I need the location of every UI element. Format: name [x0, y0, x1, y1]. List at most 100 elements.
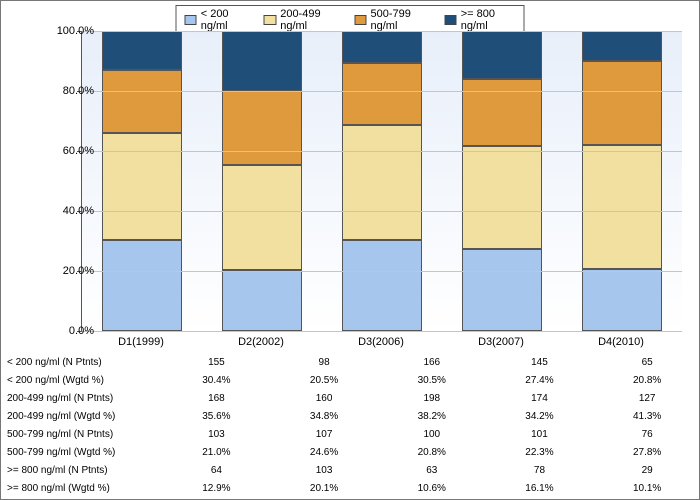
bar-segment — [222, 165, 302, 269]
row-label: 500-799 ng/ml (Wgtd %) — [1, 447, 163, 458]
row-cell: 64 — [176, 465, 256, 476]
bar — [342, 31, 422, 331]
bar-segment — [462, 146, 542, 249]
x-axis-label: D3(2007) — [461, 336, 541, 348]
bar — [222, 31, 302, 331]
x-axis-label: D3(2006) — [341, 336, 421, 348]
row-cell: 20.1% — [284, 483, 364, 494]
row-cell: 38.2% — [392, 411, 472, 422]
table-row: < 200 ng/ml (Wgtd %)30.4%20.5%30.5%27.4%… — [1, 371, 700, 389]
bars-group — [82, 31, 682, 331]
table-row: 200-499 ng/ml (N Ptnts) 168 160 198 174 127 — [1, 389, 700, 407]
y-axis-label: 80.0% — [34, 85, 94, 97]
row-cells: 64 103 63 78 29 — [163, 465, 700, 476]
y-axis-label: 60.0% — [34, 145, 94, 157]
row-cell: 174 — [499, 393, 579, 404]
row-cell: 160 — [284, 393, 364, 404]
table-row: 500-799 ng/ml (Wgtd %)21.0%24.6%20.8%22.… — [1, 443, 700, 461]
legend-label: >= 800 ng/ml — [461, 8, 516, 32]
bar-segment — [102, 31, 182, 70]
grid-line — [82, 331, 682, 332]
legend-swatch — [264, 15, 276, 25]
row-cells: 21.0%24.6%20.8%22.3%27.8% — [163, 447, 700, 458]
row-cell: 63 — [392, 465, 472, 476]
row-cell: 35.6% — [176, 411, 256, 422]
bar-segment — [102, 133, 182, 240]
bar-segment — [462, 249, 542, 331]
row-cell: 65 — [607, 357, 687, 368]
bar-segment — [342, 31, 422, 63]
grid-line — [82, 151, 682, 152]
row-cell: 166 — [392, 357, 472, 368]
legend-item: 500-799 ng/ml — [354, 8, 430, 32]
row-cell: 20.8% — [392, 447, 472, 458]
row-cell: 198 — [392, 393, 472, 404]
legend-item: >= 800 ng/ml — [445, 8, 516, 32]
bar — [582, 31, 662, 331]
grid-line — [82, 91, 682, 92]
data-table: < 200 ng/ml (N Ptnts)1559816614565< 200 … — [1, 353, 700, 497]
row-cell: 29 — [607, 465, 687, 476]
bar-segment — [222, 270, 302, 332]
row-label: 200-499 ng/ml (Wgtd %) — [1, 411, 163, 422]
legend-swatch — [354, 15, 366, 25]
row-cell: 103 — [176, 429, 256, 440]
bar-segment — [462, 79, 542, 146]
chart-container: < 200 ng/ml 200-499 ng/ml 500-799 ng/ml … — [0, 0, 700, 500]
row-cell: 78 — [499, 465, 579, 476]
y-axis-label: 40.0% — [34, 205, 94, 217]
row-label: >= 800 ng/ml (Wgtd %) — [1, 483, 163, 494]
bar-segment — [462, 31, 542, 79]
row-cells: 1559816614565 — [163, 357, 700, 368]
row-cell: 27.8% — [607, 447, 687, 458]
row-cell: 127 — [607, 393, 687, 404]
bar-segment — [102, 70, 182, 133]
row-label: < 200 ng/ml (Wgtd %) — [1, 375, 163, 386]
x-axis-labels: D1(1999)D2(2002)D3(2006)D3(2007)D4(2010) — [81, 336, 681, 348]
grid-line — [82, 211, 682, 212]
row-cell: 100 — [392, 429, 472, 440]
row-cell: 27.4% — [499, 375, 579, 386]
bar — [102, 31, 182, 331]
row-cell: 16.1% — [499, 483, 579, 494]
row-cell: 41.3% — [607, 411, 687, 422]
table-row: >= 800 ng/ml (Wgtd %) 12.9% 20.1% 10.6% 16.1… — [1, 479, 700, 497]
row-cell: 98 — [284, 357, 364, 368]
row-cell: 10.6% — [392, 483, 472, 494]
bar-segment — [342, 63, 422, 125]
row-cells: 35.6% 34.8% 38.2% 34.2% 41.3% — [163, 411, 700, 422]
row-cell: 30.4% — [176, 375, 256, 386]
row-cell: 101 — [499, 429, 579, 440]
bar-segment — [222, 91, 302, 165]
y-axis-label: 20.0% — [34, 265, 94, 277]
row-cell: 21.0% — [176, 447, 256, 458]
grid-line — [82, 271, 682, 272]
legend-item: < 200 ng/ml — [185, 8, 250, 32]
bar-segment — [342, 125, 422, 239]
row-cell: 22.3% — [499, 447, 579, 458]
row-label: 500-799 ng/ml (N Ptnts) — [1, 429, 163, 440]
row-label: 200-499 ng/ml (N Ptnts) — [1, 393, 163, 404]
row-label: < 200 ng/ml (N Ptnts) — [1, 357, 163, 368]
row-cell: 76 — [607, 429, 687, 440]
legend-label: < 200 ng/ml — [201, 8, 250, 32]
row-cells: 12.9%20.1%10.6%16.1%10.1% — [163, 483, 700, 494]
row-cell: 103 — [284, 465, 364, 476]
bar-segment — [102, 240, 182, 331]
row-cell: 12.9% — [176, 483, 256, 494]
table-row: 500-799 ng/ml (N Ptnts)10310710010176 — [1, 425, 700, 443]
bar-segment — [582, 31, 662, 61]
legend-item: 200-499 ng/ml — [264, 8, 340, 32]
plot-area — [81, 31, 682, 332]
row-label: >= 800 ng/ml (N Ptnts) — [1, 465, 163, 476]
row-cell: 155 — [176, 357, 256, 368]
legend-swatch — [185, 15, 197, 25]
row-cells: 168 160 198 174 127 — [163, 393, 700, 404]
table-row: 200-499 ng/ml (Wgtd %) 35.6% 34.8% 38.2% 34.… — [1, 407, 700, 425]
table-row: < 200 ng/ml (N Ptnts)1559816614565 — [1, 353, 700, 371]
row-cell: 34.2% — [499, 411, 579, 422]
row-cell: 34.8% — [284, 411, 364, 422]
row-cell: 168 — [176, 393, 256, 404]
row-cell: 20.8% — [607, 375, 687, 386]
legend-swatch — [445, 15, 457, 25]
